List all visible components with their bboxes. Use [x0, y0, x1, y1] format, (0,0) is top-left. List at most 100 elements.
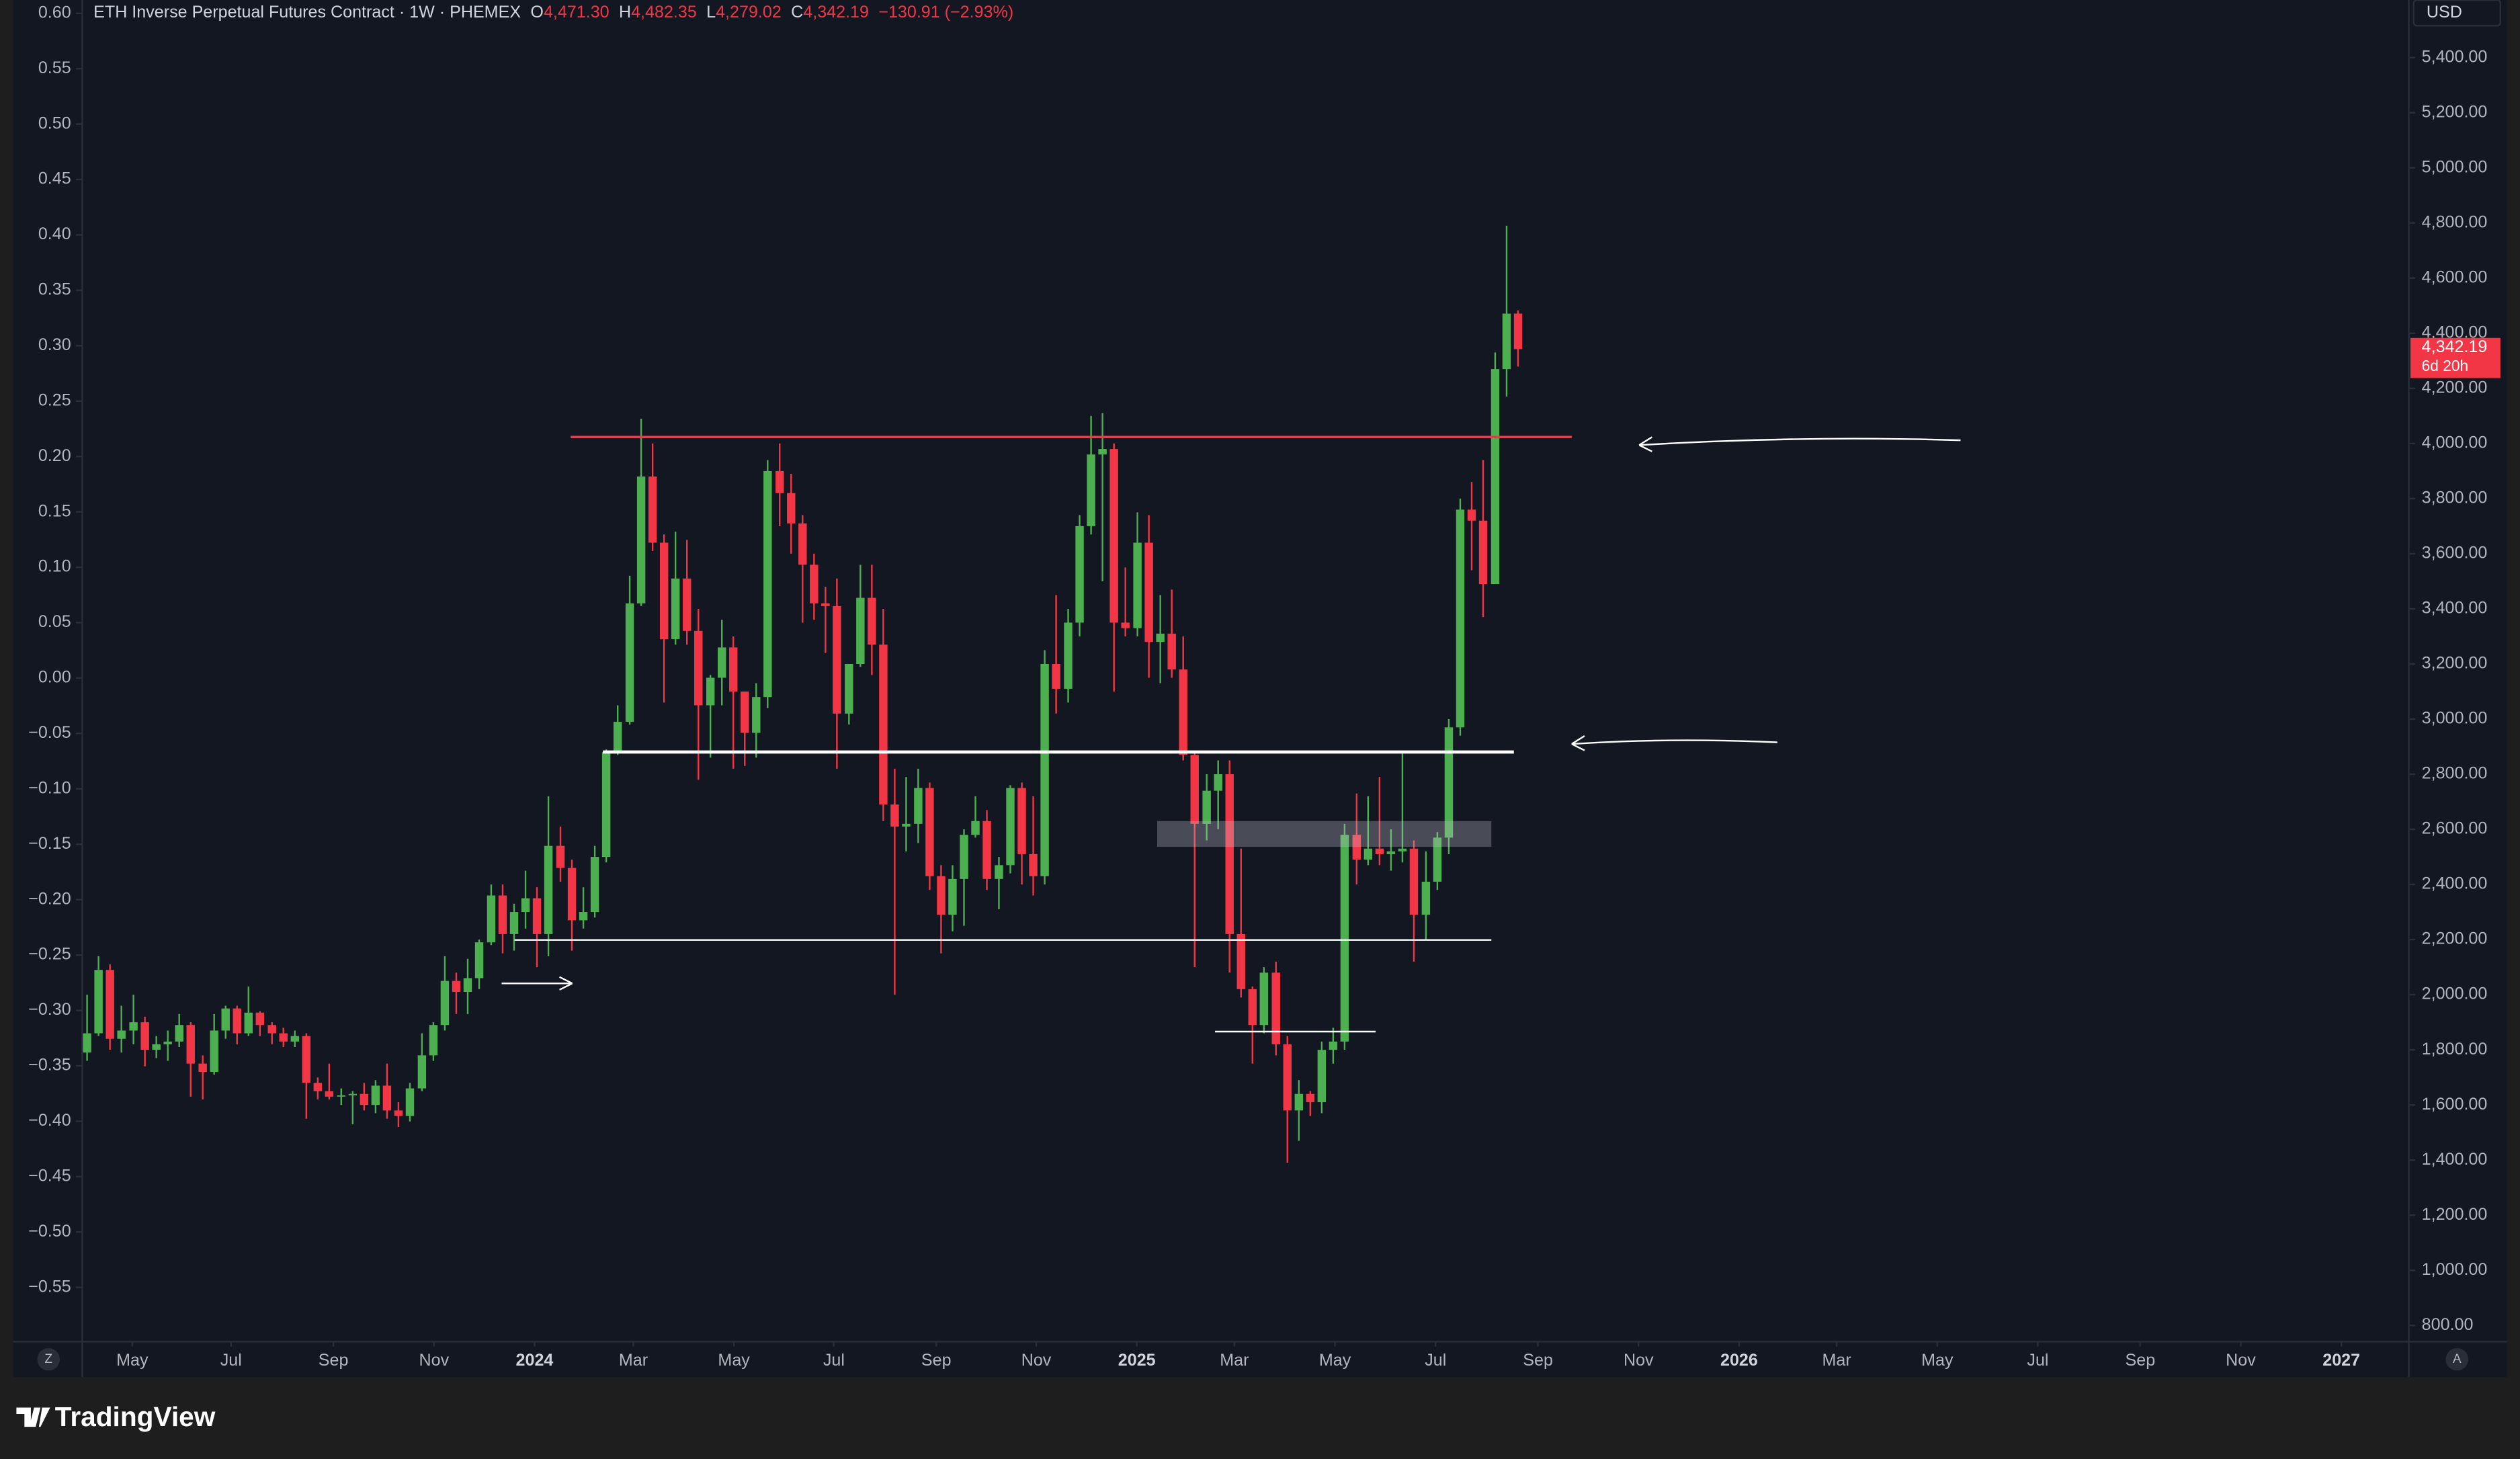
candle-body — [694, 630, 703, 706]
y2-tick-label: 0.25 — [38, 390, 71, 409]
candle-body — [717, 647, 726, 678]
candle-body — [1167, 633, 1176, 670]
candle-body — [279, 1033, 288, 1042]
ohlc-key: H — [619, 3, 631, 22]
candle-body — [787, 493, 796, 524]
candle-body — [1075, 526, 1084, 623]
y-tick-label: 2,800.00 — [2422, 764, 2488, 783]
y-tick-label: 2,000.00 — [2422, 985, 2488, 1003]
candle-body — [590, 857, 599, 913]
x-tick-label: 2027 — [2322, 1351, 2360, 1370]
button[interactable] — [37, 1348, 60, 1371]
candle-body — [1190, 755, 1199, 824]
candles — [83, 225, 1523, 1163]
candle-body — [325, 1091, 334, 1097]
candle-body — [221, 1008, 230, 1031]
candle-body — [1329, 1041, 1338, 1050]
y-tick-label: 1,800.00 — [2422, 1040, 2488, 1058]
y2-tick-label: −0.05 — [28, 723, 71, 742]
last-price-box — [2410, 337, 2501, 378]
x-tick-label: Sep — [1523, 1351, 1553, 1370]
candle-body — [601, 752, 611, 858]
y2-tick-label: 0.40 — [38, 224, 71, 243]
candle-body — [937, 876, 946, 915]
y2-tick-label: 0.20 — [38, 446, 71, 465]
candle-body — [487, 895, 496, 943]
y-tick-label: 4,600.00 — [2422, 267, 2488, 286]
y2-tick-label: −0.30 — [28, 1000, 71, 1019]
y2-tick-label: −0.45 — [28, 1166, 71, 1185]
candle-body — [405, 1088, 415, 1116]
candle-body — [290, 1036, 300, 1042]
candle-body — [1433, 837, 1442, 882]
y-tick-label: 4,000.00 — [2422, 433, 2488, 452]
y-tick-label: 3,200.00 — [2422, 654, 2488, 673]
candle-body — [440, 981, 450, 1026]
candle-body — [556, 845, 565, 868]
y-tick-label: 4,200.00 — [2422, 378, 2488, 397]
candle-body — [1236, 933, 1245, 989]
y-tick-label: 2,600.00 — [2422, 819, 2488, 838]
button-label[interactable]: A — [2453, 1352, 2462, 1366]
candle-body — [129, 1022, 138, 1031]
candle-body — [671, 578, 680, 640]
chart-header: ETH Inverse Perpetual Futures Contract ·… — [93, 3, 1013, 22]
candle-body — [417, 1055, 427, 1089]
chart-pane — [13, 0, 2507, 1378]
candle-body — [1133, 542, 1142, 628]
candle-body — [902, 823, 911, 827]
candle-body — [1064, 622, 1073, 689]
candle-body — [1202, 790, 1211, 824]
candle-body — [775, 470, 784, 493]
x-tick-label: Jul — [220, 1351, 242, 1370]
y2-tick-label: 0.15 — [38, 501, 71, 520]
arrow — [501, 976, 573, 991]
candle-body — [1294, 1093, 1304, 1111]
chart-title: ETH Inverse Perpetual Futures Contract ·… — [93, 3, 521, 22]
candle-body — [94, 970, 103, 1034]
candle-body — [186, 1025, 195, 1064]
y2-tick-label: 0.35 — [38, 280, 71, 299]
candle-body — [1502, 313, 1511, 370]
candle-body — [313, 1083, 323, 1091]
candle-body — [1283, 1044, 1292, 1111]
button-label[interactable]: Z — [44, 1352, 52, 1366]
candle-body — [1409, 848, 1419, 915]
candle-body — [1444, 727, 1454, 838]
candle-body — [1087, 454, 1095, 526]
candle-body — [255, 1012, 265, 1026]
candle-body — [106, 970, 114, 1039]
candle-body — [1478, 520, 1488, 585]
candle-body — [163, 1041, 172, 1044]
candle-body — [1017, 788, 1026, 854]
currency-box — [2412, 0, 2502, 27]
candle-body — [1490, 369, 1500, 585]
candle-body — [613, 722, 622, 753]
candle-body — [175, 1025, 183, 1042]
arrow — [1571, 735, 1777, 751]
zone-box — [1157, 821, 1492, 847]
candle-body — [810, 565, 818, 603]
candle-body — [683, 578, 691, 631]
y-tick-label: 1,400.00 — [2422, 1150, 2488, 1169]
last-price-label: 4,342.19 — [2422, 337, 2488, 356]
y2-tick-label: 0.00 — [38, 668, 71, 687]
candle-body — [198, 1063, 207, 1072]
ohlc-key: L — [706, 3, 716, 22]
candle-body — [1456, 509, 1465, 728]
ohlc-key: O — [530, 3, 544, 22]
candle-body — [1317, 1050, 1327, 1103]
x-tick-label: May — [1319, 1351, 1351, 1370]
candle-body — [532, 898, 542, 934]
x-tick-label: Nov — [1624, 1351, 1654, 1370]
button[interactable] — [2445, 1348, 2469, 1371]
y-tick-label: 3,400.00 — [2422, 599, 2488, 618]
y2-tick-label: −0.10 — [28, 778, 71, 797]
candle-body — [579, 912, 588, 921]
candle-body — [1363, 848, 1373, 860]
candle-body — [971, 821, 980, 835]
candle-body — [1340, 835, 1349, 1042]
y-tick-label: 2,200.00 — [2422, 929, 2488, 948]
candle-body — [890, 804, 899, 827]
